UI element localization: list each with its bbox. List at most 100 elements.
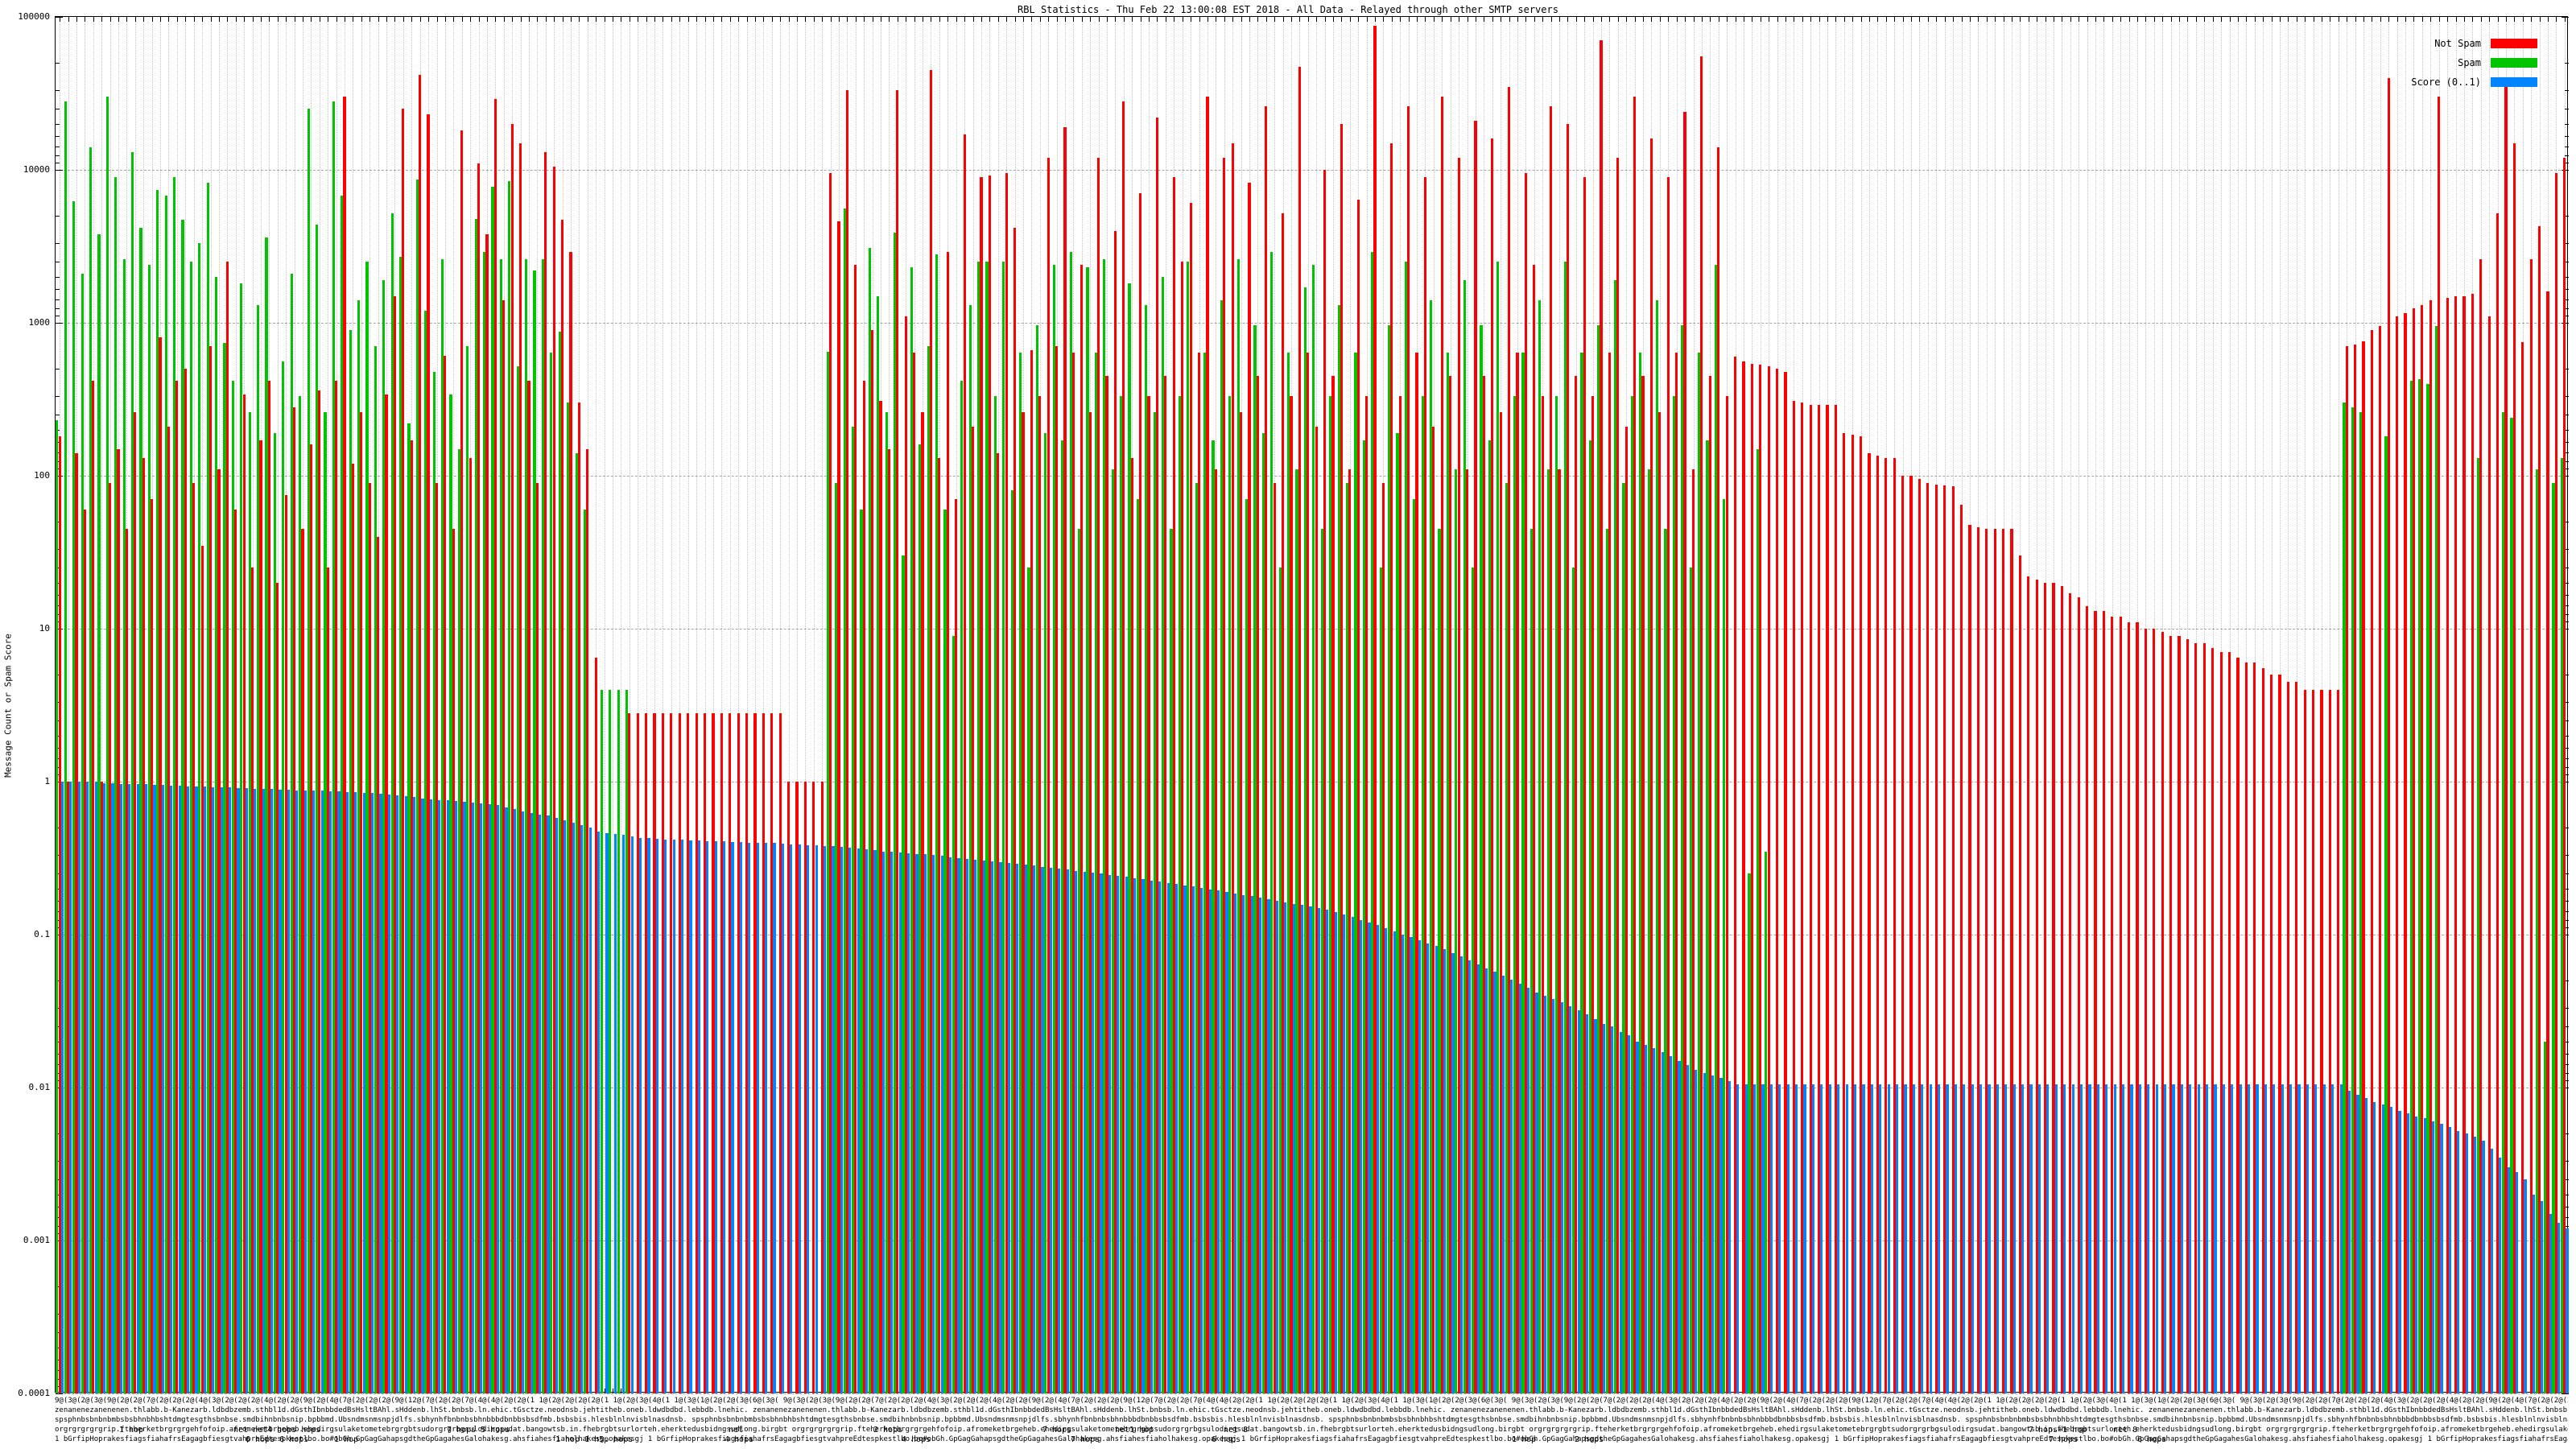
bar-not-spam: [1750, 363, 1753, 1393]
bar-not-spam: [1868, 453, 1871, 1393]
bar-not-spam: [250, 568, 254, 1393]
bar-score: [1359, 919, 1363, 1393]
x-tick-top: [763, 17, 765, 22]
bar-not-spam: [803, 782, 807, 1393]
bar-score: [697, 840, 700, 1393]
x-tick-top: [2011, 17, 2013, 22]
bar-score: [1016, 864, 1019, 1393]
bar-spam: [1647, 469, 1650, 1393]
bar-spam: [1513, 396, 1517, 1393]
bar-score: [1569, 1006, 1572, 1393]
x-tick-top: [2447, 17, 2449, 22]
v-gridline: [687, 17, 689, 1393]
bar-not-spam: [1440, 97, 1443, 1393]
x-tick-top: [1668, 17, 1670, 22]
bar-spam: [2417, 378, 2421, 1393]
bar-score: [731, 841, 734, 1393]
bar-not-spam: [2354, 345, 2357, 1393]
x-tick-top: [1961, 17, 1963, 22]
bar-spam: [1714, 264, 1717, 1393]
bar-score: [873, 850, 877, 1393]
bar-not-spam: [267, 380, 270, 1393]
bar-spam: [960, 380, 964, 1393]
bar-score: [2331, 1084, 2334, 1393]
bar-not-spam: [938, 458, 941, 1393]
bar-not-spam: [2018, 555, 2021, 1393]
x-tick-top: [1274, 17, 1276, 22]
x-tick-top: [311, 17, 312, 22]
bar-not-spam: [151, 499, 154, 1393]
x-tick-top: [394, 17, 396, 22]
bar-not-spam: [2269, 675, 2273, 1393]
bar-score: [664, 839, 667, 1393]
bar-score: [370, 793, 374, 1393]
v-gridline: [68, 17, 69, 1393]
x-tick-top: [2162, 17, 2164, 22]
bar-score: [714, 840, 717, 1393]
bar-score: [1317, 907, 1321, 1393]
x-tick-top: [1224, 17, 1225, 22]
x-tick-top: [1953, 17, 1955, 22]
bar-not-spam: [896, 90, 899, 1393]
x-label-hop-fragment: net: [729, 1426, 744, 1435]
bar-spam: [1212, 440, 1215, 1393]
bar-score: [345, 791, 349, 1393]
v-gridline: [101, 17, 103, 1393]
x-tick-top: [1157, 17, 1158, 22]
y-tick-minor: [56, 123, 60, 125]
bar-score: [1996, 1084, 2000, 1393]
x-tick-top: [2212, 17, 2214, 22]
bar-not-spam: [1985, 528, 1988, 1393]
x-tick-top: [277, 17, 279, 22]
v-gridline: [712, 17, 714, 1393]
x-tick-top: [889, 17, 890, 22]
bar-spam: [910, 267, 913, 1393]
x-tick-top: [654, 17, 656, 22]
bar-not-spam: [326, 568, 329, 1393]
bar-score: [1217, 890, 1220, 1393]
x-tick-top: [1902, 17, 1904, 22]
bar-score: [1091, 873, 1095, 1393]
bar-score: [756, 842, 759, 1393]
bar-score: [1049, 867, 1053, 1393]
bar-score: [1644, 1045, 1647, 1393]
x-tick-top: [2305, 17, 2306, 22]
bar-not-spam: [493, 99, 497, 1393]
bar-not-spam: [544, 152, 547, 1393]
bar-not-spam: [1248, 183, 1251, 1393]
bar-score: [865, 849, 869, 1393]
x-tick-top: [2539, 17, 2541, 22]
x-tick-top: [721, 17, 723, 22]
bar-not-spam: [1860, 436, 1863, 1393]
bar-score: [312, 791, 316, 1393]
x-tick-top: [2095, 17, 2097, 22]
bar-not-spam: [1298, 67, 1301, 1393]
bar-not-spam: [1491, 138, 1494, 1393]
x-tick-top: [126, 17, 128, 22]
bar-not-spam: [208, 346, 213, 1393]
bar-not-spam: [703, 713, 707, 1393]
bar-score: [1125, 877, 1128, 1393]
bar-score: [187, 786, 190, 1393]
bar-score: [1711, 1075, 1715, 1393]
bar-spam: [130, 152, 134, 1393]
x-tick-top: [1333, 17, 1335, 22]
x-tick-top: [1433, 17, 1435, 22]
bar-score: [119, 783, 122, 1393]
bar-not-spam: [2554, 173, 2557, 1393]
bar-spam: [172, 176, 176, 1393]
bar-spam: [1480, 325, 1483, 1393]
x-tick-top: [1022, 17, 1024, 22]
x-tick-top: [646, 17, 647, 22]
bar-not-spam: [963, 134, 966, 1393]
x-tick-top: [2480, 17, 2482, 22]
bar-not-spam: [1290, 396, 1293, 1393]
bar-spam: [1187, 262, 1190, 1393]
bar-not-spam: [518, 142, 522, 1393]
bar-score: [1208, 889, 1212, 1393]
bar-score: [102, 782, 106, 1393]
v-gridline: [729, 17, 731, 1393]
x-tick-top: [1534, 17, 1535, 22]
x-tick-top: [378, 17, 379, 22]
bar-not-spam: [2563, 157, 2566, 1393]
